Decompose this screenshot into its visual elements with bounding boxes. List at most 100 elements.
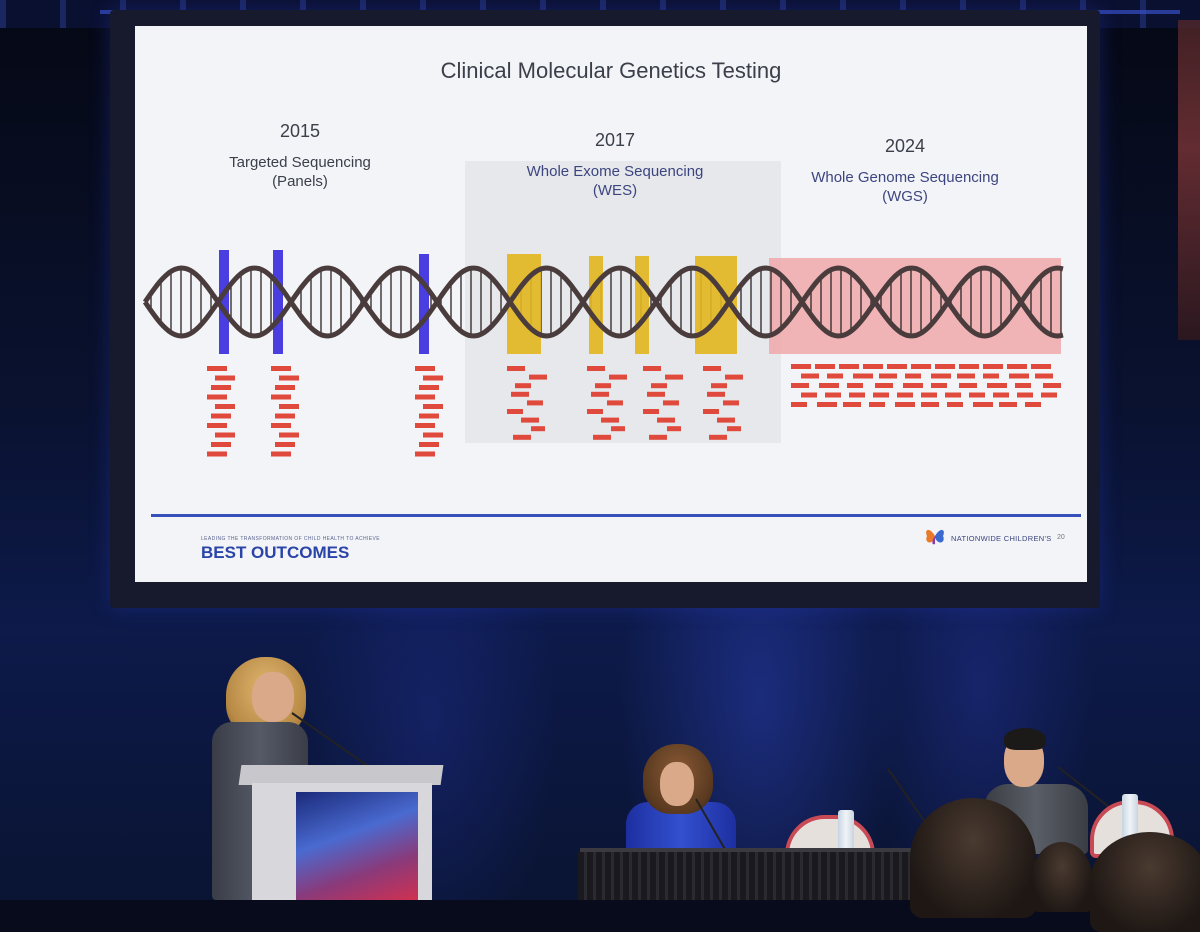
sequencing-read (207, 423, 227, 428)
sequencing-read (895, 402, 915, 407)
sequencing-read (271, 394, 291, 400)
sequencing-read (531, 426, 545, 432)
audience-member (1032, 842, 1092, 912)
sequencing-read (921, 402, 939, 407)
sequencing-read (847, 383, 863, 388)
era-method: Whole Exome Sequencing (526, 163, 704, 180)
sequencing-read (817, 402, 837, 407)
exome-marker (635, 256, 649, 354)
sequencing-read (515, 383, 531, 389)
sequencing-read (275, 442, 295, 447)
sequencing-read (1043, 383, 1061, 388)
sequencing-read (647, 391, 665, 397)
sequencing-read (873, 392, 889, 398)
sequencing-read (727, 426, 741, 432)
targeted-panel-marker (273, 250, 283, 354)
sequencing-read (507, 409, 523, 414)
sequencing-read (415, 366, 435, 371)
dna-strand (142, 265, 1064, 339)
sequencing-read (211, 442, 231, 447)
sequencing-read (1041, 392, 1057, 398)
sequencing-read (587, 366, 605, 371)
sequencing-read (511, 391, 529, 397)
sequencing-read (707, 391, 725, 397)
sequencing-read (921, 392, 937, 398)
dna-strand (142, 265, 1064, 339)
sequencing-read (959, 364, 979, 369)
sequencing-read (1035, 373, 1053, 379)
slide-number: 20 (1057, 534, 1065, 541)
sequencing-read (275, 385, 295, 390)
podium-graphic (296, 792, 418, 900)
logo-text: NATIONWIDE CHILDREN'S (951, 534, 1052, 543)
sequencing-read (211, 413, 231, 419)
sequencing-read (419, 442, 439, 447)
sequencing-read (987, 383, 1007, 388)
sequencing-read (513, 434, 531, 440)
sequencing-read (275, 413, 295, 419)
stage-rigging (1178, 20, 1200, 340)
sequencing-read (947, 402, 963, 407)
sequencing-read (591, 391, 609, 397)
era-method: Whole Genome Sequencing (811, 169, 999, 186)
sequencing-read (215, 375, 235, 381)
sequencing-read (593, 434, 611, 440)
sequencing-read (415, 451, 435, 457)
sequencing-read (271, 451, 291, 457)
sequencing-read (419, 385, 439, 390)
sequencing-read (983, 364, 1003, 369)
sequencing-read (849, 392, 865, 398)
targeted-panel-marker (219, 250, 229, 354)
sequencing-read (863, 364, 883, 369)
sequencing-read (931, 373, 951, 379)
sequencing-read (791, 383, 809, 388)
water-bottle (1122, 794, 1138, 838)
sequencing-read (423, 404, 443, 409)
sequencing-read (415, 423, 435, 428)
sequencing-read (643, 409, 659, 414)
sequencing-read (1025, 402, 1041, 407)
sequencing-read (609, 374, 627, 380)
sequencing-read (1031, 364, 1051, 369)
sequencing-read (725, 374, 743, 380)
audience-member (910, 798, 1036, 918)
sequencing-read (711, 383, 727, 389)
sequencing-read (969, 392, 985, 398)
sequencing-read (957, 373, 975, 379)
sequencing-read (423, 375, 443, 381)
sequencing-read (905, 373, 921, 379)
sequencing-read (897, 392, 913, 398)
dna-sequencing-diagram (142, 250, 1064, 457)
era-targeted: 2015 Targeted Sequencing (Panels) (195, 121, 405, 190)
podium-top (238, 765, 444, 785)
sequencing-read (663, 400, 679, 406)
sequencing-read (839, 364, 859, 369)
era-abbreviation: (Panels) (272, 173, 328, 190)
sequencing-read (651, 383, 667, 389)
sequencing-read (279, 404, 299, 409)
sequencing-read (959, 383, 977, 388)
water-bottle (838, 810, 854, 854)
sequencing-read (279, 432, 299, 438)
sequencing-read (717, 417, 735, 423)
exome-marker (589, 256, 603, 354)
era-genome: 2024 Whole Genome Sequencing (WGS) (790, 136, 1020, 205)
sequencing-read (703, 409, 719, 414)
sequencing-read (423, 432, 443, 438)
sequencing-read (587, 409, 603, 414)
sequencing-read (999, 402, 1017, 407)
sequencing-read (1017, 392, 1033, 398)
sequencing-read (529, 374, 547, 380)
sequencing-read (607, 400, 623, 406)
sequencing-read (207, 366, 227, 371)
sequencing-read (665, 374, 683, 380)
sequencing-read (649, 434, 667, 440)
sequencing-read (827, 373, 843, 379)
sequencing-read (215, 432, 235, 438)
sequencing-read (1007, 364, 1027, 369)
sequencing-read (643, 366, 661, 371)
sequencing-read (207, 394, 227, 400)
era-method: Targeted Sequencing (229, 154, 371, 171)
sequencing-read (903, 383, 923, 388)
